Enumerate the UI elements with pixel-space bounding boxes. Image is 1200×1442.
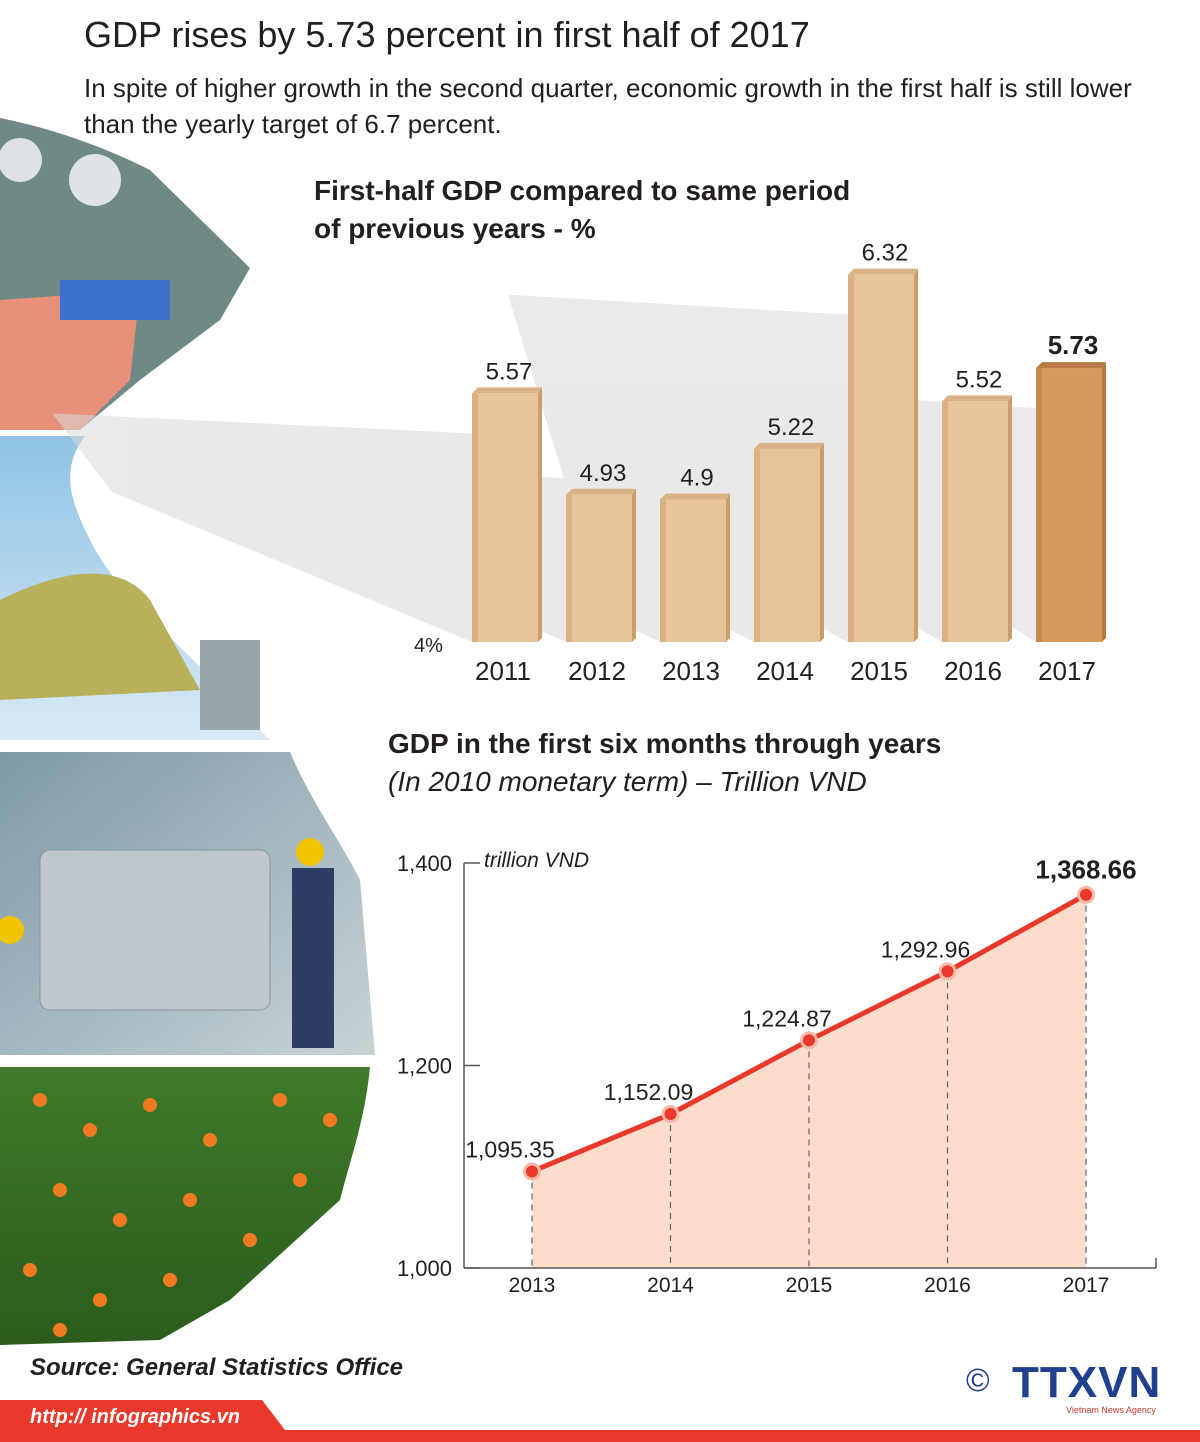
brand-tagline: Vietnam News Agency [1066, 1405, 1156, 1415]
data-point [664, 1108, 677, 1121]
bar-2012 [566, 488, 636, 642]
bar-front [942, 401, 1008, 642]
x-tick-label: 2016 [924, 1274, 971, 1297]
bar-chart-title: First-half GDP compared to same period o… [314, 175, 851, 244]
bar-category-label: 2016 [944, 656, 1002, 686]
bar-value-label: 5.22 [768, 414, 815, 441]
bar-baseline-label: 4% [414, 635, 443, 657]
bar-top [848, 268, 918, 275]
bar-side [820, 442, 824, 642]
data-value-label: 1,292.96 [881, 936, 971, 962]
source-note: Source: General Statistics Office [30, 1354, 404, 1381]
bar-top [942, 395, 1012, 402]
bar-edge [660, 499, 666, 642]
bar-chart: 5.57 2011 4.93 2012 4.9 2013 5.22 2014 6.32 2015 5… [52, 240, 1106, 686]
y-tick-label: 1,200 [397, 1054, 452, 1079]
line-chart: 1,000 1,200 1,400 trillion VND 2013 2014 2015 2… [397, 849, 1157, 1297]
bar-edge [1036, 368, 1042, 642]
bar-edge [472, 393, 478, 642]
bar-2011 [472, 387, 542, 642]
bar-front [472, 393, 538, 642]
bar-front [848, 274, 914, 642]
bar-side [1102, 362, 1106, 642]
bar-front [566, 494, 632, 642]
page-title: GDP rises by 5.73 percent in first half … [84, 14, 810, 55]
data-point [941, 965, 954, 978]
bar-value-label: 4.9 [680, 465, 713, 492]
bar-value-label: 5.52 [956, 366, 1003, 393]
data-value-label: 1,368.66 [1035, 855, 1136, 885]
bar-category-label: 2017 [1038, 656, 1096, 686]
bar-2017 [1036, 362, 1106, 642]
data-value-label: 1,224.87 [742, 1005, 832, 1031]
bar-category-label: 2012 [568, 656, 626, 686]
bar-category-label: 2013 [662, 656, 720, 686]
line-chart-subtitle: (In 2010 monetary term) – Trillion VND [388, 766, 867, 797]
footer-url-link[interactable]: http:// infographics.vn [30, 1406, 240, 1428]
bar-edge [754, 448, 760, 642]
data-point [1080, 888, 1092, 901]
bar-top [660, 493, 730, 500]
bar-category-label: 2011 [475, 656, 531, 686]
bar-value-label: 5.73 [1048, 330, 1099, 360]
bar-2014 [754, 442, 824, 642]
bar-category-label: 2014 [756, 656, 814, 686]
page-subtitle: In spite of higher growth in the second … [84, 73, 1132, 139]
bar-edge [566, 494, 572, 642]
bar-top [754, 442, 824, 449]
bar-side [914, 268, 918, 642]
bar-top [1036, 362, 1106, 369]
line-chart-title: GDP in the first six months through year… [388, 728, 942, 759]
bar-edge [942, 401, 948, 642]
copyright-icon: © [966, 1362, 990, 1398]
bar-category-label: 2015 [850, 656, 908, 686]
data-value-label: 1,152.09 [604, 1079, 694, 1105]
bar-edge [848, 274, 854, 642]
data-value-label: 1,095.35 [465, 1136, 555, 1162]
bar-shadow [52, 413, 472, 642]
footer-band [0, 1400, 1200, 1442]
bar-value-label: 4.93 [580, 460, 627, 487]
x-tick-label: 2017 [1063, 1274, 1110, 1297]
bar-2015 [848, 268, 918, 642]
data-point [803, 1034, 815, 1047]
bar-value-label: 6.32 [862, 240, 909, 267]
x-tick-label: 2015 [786, 1274, 833, 1297]
bar-top [566, 488, 636, 495]
bar-side [726, 493, 730, 642]
bar-value-label: 5.57 [486, 358, 533, 385]
photo-collage [0, 118, 375, 1345]
x-tick-label: 2014 [647, 1274, 694, 1297]
bar-2016 [942, 395, 1012, 642]
brand-logo: TTXVN [1012, 1358, 1162, 1407]
bar-2013 [660, 493, 730, 642]
bar-front [660, 499, 726, 642]
y-axis-label: trillion VND [484, 849, 589, 872]
bar-side [1008, 395, 1012, 642]
y-tick-label: 1,400 [397, 851, 452, 876]
x-tick-label: 2013 [509, 1274, 556, 1297]
bar-front [754, 448, 820, 642]
bar-top [472, 387, 542, 394]
bar-side [632, 488, 636, 642]
y-tick-label: 1,000 [397, 1256, 452, 1281]
data-point [526, 1165, 538, 1178]
bar-front [1036, 368, 1102, 642]
bar-side [538, 387, 542, 642]
